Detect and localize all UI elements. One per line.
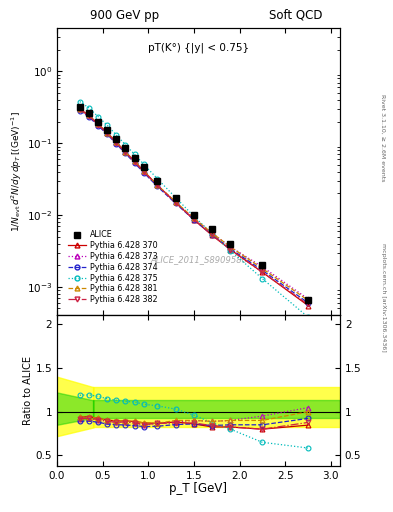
Legend: ALICE, Pythia 6.428 370, Pythia 6.428 373, Pythia 6.428 374, Pythia 6.428 375, P: ALICE, Pythia 6.428 370, Pythia 6.428 37… bbox=[67, 229, 160, 306]
Text: mcplots.cern.ch [arXiv:1306.3436]: mcplots.cern.ch [arXiv:1306.3436] bbox=[381, 243, 386, 351]
Text: 900 GeV pp: 900 GeV pp bbox=[90, 9, 160, 22]
Text: Rivet 3.1.10, ≥ 2.6M events: Rivet 3.1.10, ≥ 2.6M events bbox=[381, 95, 386, 182]
Y-axis label: $1/N_{\rm evt}\,d^2N/dy\,dp_T\,[(\rm GeV)^{-1}]$: $1/N_{\rm evt}\,d^2N/dy\,dp_T\,[(\rm GeV… bbox=[9, 112, 24, 232]
Y-axis label: Ratio to ALICE: Ratio to ALICE bbox=[23, 356, 33, 425]
X-axis label: p_T [GeV]: p_T [GeV] bbox=[169, 482, 228, 495]
Text: pT(K°) {|y| < 0.75}: pT(K°) {|y| < 0.75} bbox=[148, 42, 249, 53]
Text: ALICE_2011_S8909580: ALICE_2011_S8909580 bbox=[150, 255, 247, 264]
Text: Soft QCD: Soft QCD bbox=[269, 9, 322, 22]
